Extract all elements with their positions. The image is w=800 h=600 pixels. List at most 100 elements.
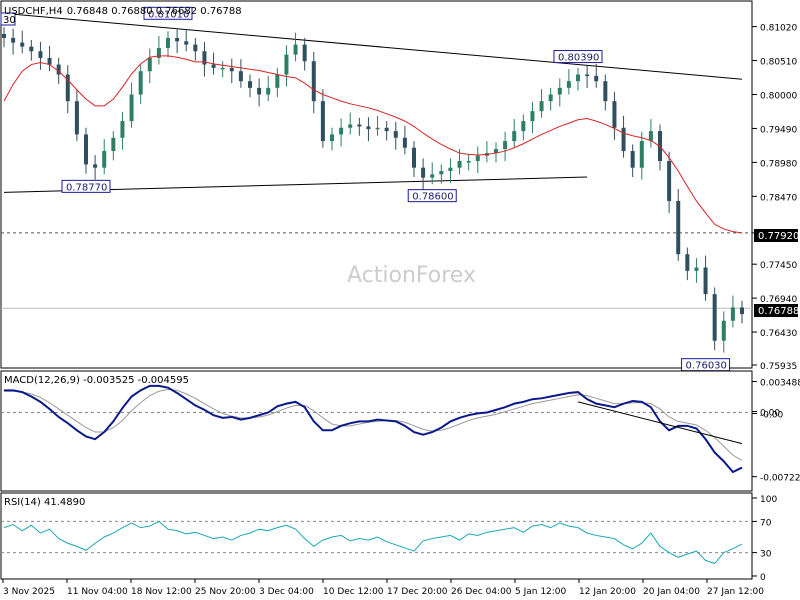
price-axis: 0.81020 0.80510 0.80000 0.79490 0.78980 0.784… [752, 24, 797, 372]
candle-body [576, 74, 580, 82]
time-tick-label: 25 Nov 20:00 [195, 587, 256, 597]
macd-trend-line [577, 401, 743, 445]
candle-body [375, 127, 380, 130]
moving-average-line [3, 55, 743, 234]
candle-body [293, 44, 298, 55]
candle-body [284, 54, 289, 75]
price-label: 0.80390 [558, 53, 599, 64]
price-label-box [143, 6, 193, 20]
time-tick-label: 10 Dec 12:00 [323, 587, 384, 597]
level-price-label: 0.77920 [758, 231, 799, 242]
time-tick-label: 12 Jan 20:00 [579, 587, 636, 597]
candle-body [512, 131, 517, 142]
macd-title: MACD(12,26,9) -0.003525 -0.004595 [4, 375, 189, 386]
price-label: 0.76030 [686, 361, 727, 372]
candle-body [129, 94, 134, 122]
price-tick-label: 0.80000 [760, 92, 797, 102]
candle-body [448, 167, 453, 172]
candle-body [175, 37, 180, 42]
candles [2, 27, 744, 353]
time-tick-label: 3 Dec 04:00 [259, 587, 314, 597]
candle-body [648, 131, 653, 142]
candle-body [494, 149, 498, 154]
candle-body [412, 147, 416, 168]
candle-body [548, 94, 553, 102]
time-tick-label: 18 Nov 12:00 [131, 587, 192, 597]
candle-body [2, 33, 6, 38]
candle-body [38, 51, 43, 58]
candle-body [630, 151, 635, 168]
macd-axis: 0.003488 0.00-0.00 -0.007226 [752, 379, 800, 484]
current-price-label: 0.76788 [758, 306, 799, 317]
candle-body [238, 71, 243, 82]
candle-body [266, 87, 271, 95]
chart-title: USDCHF,H4 0.76848 0.76880 0.76682 0.76788 [4, 6, 242, 17]
candle-body [184, 41, 189, 45]
price-tick-label: 0.77450 [760, 261, 797, 271]
price-panel-frame [0, 0, 753, 369]
candle-body [229, 67, 234, 72]
price-label-box [407, 189, 457, 203]
current-price-tag [754, 304, 798, 317]
macd-line [4, 384, 743, 474]
candle-body [102, 151, 107, 168]
rsi-grid [1, 520, 752, 554]
candle-body [248, 81, 252, 88]
price-tick-label: 0.79490 [760, 125, 797, 135]
rsi-tick-label: 30 [760, 550, 772, 560]
rsi-title: RSI(14) 41.4890 [4, 497, 85, 508]
watermark: ActionForex [347, 263, 476, 288]
candle-body [621, 127, 626, 152]
level-price-tag [754, 229, 798, 242]
candle-body [111, 137, 116, 152]
price-label: 0.78600 [412, 192, 453, 203]
time-tick-label: 3 Nov 2025 [3, 587, 55, 597]
candle-body [475, 155, 480, 162]
candle-body [439, 171, 444, 175]
candle-body [703, 267, 708, 295]
candle-body [357, 124, 362, 127]
time-tick-label: 11 Nov 04:00 [67, 587, 128, 597]
time-tick-label: 26 Dec 04:00 [451, 587, 512, 597]
price-label-box [553, 50, 603, 64]
candle-body [330, 134, 334, 142]
price-panel: ActionForex 0.81010 0.78770 0.78600 0.80390… [0, 0, 753, 372]
candle-body [147, 57, 152, 72]
candle-body [685, 254, 690, 271]
macd-tick-label: 0.00 [760, 409, 780, 419]
macd-tick-label: 0.003488 [760, 379, 800, 389]
candle-body [730, 307, 735, 321]
candle-body [211, 64, 216, 68]
price-grid [1, 232, 752, 309]
candle-body [566, 81, 571, 88]
candle-body [539, 101, 544, 112]
candle-body [393, 131, 398, 138]
time-tick-label: 20 Jan 04:00 [643, 587, 700, 597]
candle-body [740, 307, 744, 315]
candle-body [20, 42, 25, 47]
price-label: 0.81010 [148, 9, 189, 20]
candle-body [302, 44, 307, 62]
candle-body [557, 87, 562, 95]
candle-body [457, 161, 462, 168]
price-labels: 0.81010 0.78770 0.78600 0.80390 0.76030 [61, 6, 731, 372]
candle-body [667, 161, 672, 201]
candle-body [503, 141, 508, 150]
rsi-tick-label: 70 [760, 518, 772, 528]
chart-ohlc-values: 0.76848 0.76880 0.76682 0.76788 [67, 6, 242, 17]
trend-line [3, 12, 743, 80]
time-axis: 3 Nov 2025 11 Nov 04:00 18 Nov 12:00 25 Nov… [2, 579, 764, 597]
candle-body [402, 137, 407, 148]
candle-body [320, 101, 325, 142]
candle-body [257, 87, 262, 95]
price-tick-label: 0.75935 [760, 362, 797, 372]
candle-body [639, 141, 644, 168]
candle-body [521, 121, 526, 132]
candle-body [156, 47, 161, 58]
candle-body [29, 46, 34, 52]
edge-label-box [0, 12, 16, 26]
candle-body [721, 320, 726, 341]
macd-signal-line [4, 388, 743, 461]
candle-body [84, 134, 88, 165]
